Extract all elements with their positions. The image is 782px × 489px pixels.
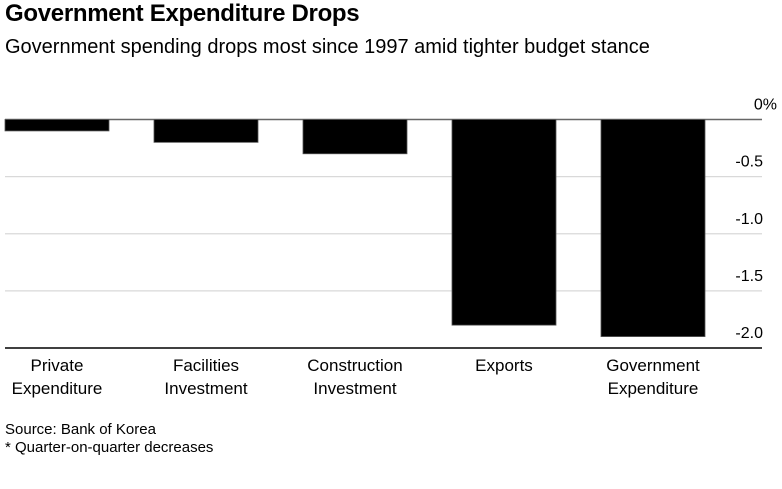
bar	[600, 119, 706, 337]
footnote: * Quarter-on-quarter decreases	[5, 439, 214, 456]
y-tick-label: -0.5	[735, 154, 763, 171]
y-tick-label: -2.0	[735, 325, 763, 342]
x-category-label: Facilities	[173, 356, 239, 375]
x-category-label: Investment	[164, 379, 247, 398]
y-tick-label: -1.0	[735, 211, 763, 228]
chart-subtitle: Government spending drops most since 199…	[5, 36, 650, 58]
x-category-label: Investment	[313, 379, 396, 398]
source-note: Source: Bank of Korea	[5, 421, 156, 438]
chart-footer: Source: Bank of Korea * Quarter-on-quart…	[5, 421, 213, 457]
x-category-label: Government	[606, 356, 700, 375]
bar	[4, 119, 110, 132]
x-category-label: Expenditure	[608, 379, 699, 398]
x-category-label: Exports	[475, 356, 533, 375]
x-category-label: Expenditure	[12, 379, 103, 398]
chart-title: Government Expenditure Drops	[5, 0, 360, 27]
x-category-label: Construction	[307, 356, 402, 375]
bar	[153, 119, 259, 143]
x-category-label: Private	[31, 356, 84, 375]
y-tick-label: -1.5	[735, 268, 763, 285]
bar	[302, 119, 408, 155]
y-tick-label: 0%	[754, 97, 777, 114]
bar	[451, 119, 557, 326]
